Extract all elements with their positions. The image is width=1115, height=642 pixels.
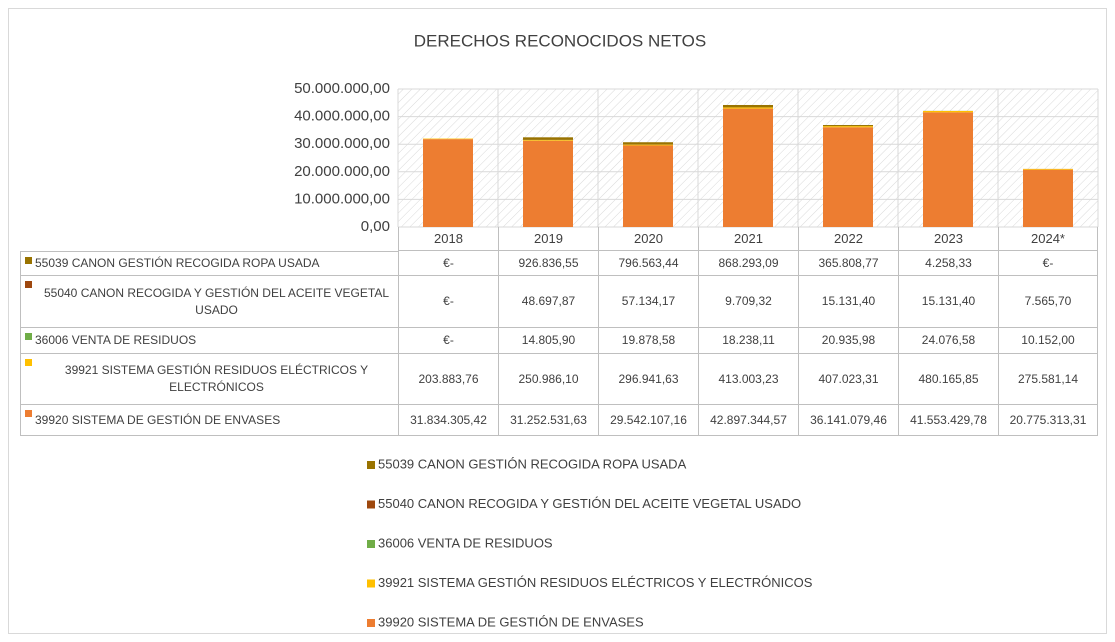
bar-segment [423, 138, 473, 140]
table-cell: 15.131,40 [898, 276, 998, 328]
bar-segment [823, 127, 873, 227]
legend-label: 55039 CANON GESTIÓN RECOGIDA ROPA USADA [378, 456, 687, 471]
y-tick-label: 20.000.000,00 [294, 163, 390, 180]
bar-segment [623, 144, 673, 146]
legend-swatch [25, 281, 32, 288]
table-cell: 20.775.313,31 [998, 405, 1098, 436]
legend-swatch [367, 619, 375, 627]
table-cell: 275.581,14 [998, 354, 1098, 405]
bar-segment [523, 140, 573, 227]
legend-label: 36006 VENTA DE RESIDUOS [378, 535, 553, 550]
table-cell: €- [998, 251, 1098, 276]
legend-label: 39920 SISTEMA DE GESTIÓN DE ENVASES [378, 614, 644, 629]
table-cell: 14.805,90 [498, 328, 598, 354]
table-cell: 19.878,58 [598, 328, 698, 354]
legend-swatch [25, 333, 32, 340]
bar-segment [723, 104, 773, 108]
table-cell: 868.293,09 [698, 251, 798, 276]
table-row-label: 36006 VENTA DE RESIDUOS [20, 328, 398, 354]
table-cell: 36.141.079,46 [798, 405, 898, 436]
y-tick-label: 40.000.000,00 [294, 108, 390, 125]
legend-swatch [367, 461, 375, 469]
bar-segment [723, 107, 773, 109]
table-header-cell: 2023 [898, 227, 998, 251]
table-header-cell: 2020 [598, 227, 698, 251]
table-cell: 407.023,31 [798, 354, 898, 405]
bar-segment [523, 137, 573, 140]
table-cell: 18.238,11 [698, 328, 798, 354]
table-row-label: 39921 SISTEMA GESTIÓN RESIDUOS ELÉCTRICO… [20, 354, 398, 405]
table-cell: €- [398, 328, 498, 354]
legend-swatch [25, 410, 32, 417]
table-cell: 57.134,17 [598, 276, 698, 328]
table-cell: 29.542.107,16 [598, 405, 698, 436]
bar-segment [623, 145, 673, 227]
table-header-cell: 2018 [398, 227, 498, 251]
table-cell: 42.897.344,57 [698, 405, 798, 436]
table-cell: 413.003,23 [698, 354, 798, 405]
table-cell: €- [398, 251, 498, 276]
table-cell: 250.986,10 [498, 354, 598, 405]
bar-segment [923, 112, 973, 227]
bar-segment [1023, 169, 1073, 227]
y-tick-label: 10.000.000,00 [294, 190, 390, 207]
table-row-label-text: 36006 VENTA DE RESIDUOS [35, 333, 197, 347]
legend-swatch [367, 579, 375, 588]
table-cell: 48.697,87 [498, 276, 598, 328]
table-row-label-text: 39921 SISTEMA GESTIÓN RESIDUOS ELÉCTRICO… [64, 363, 369, 394]
bar-segment [423, 139, 473, 227]
table-row-label: 39920 SISTEMA DE GESTIÓN DE ENVASES [20, 405, 398, 436]
table-cell: 41.553.429,78 [898, 405, 998, 436]
legend-label: 55040 CANON RECOGIDA Y GESTIÓN DEL ACEIT… [378, 496, 801, 511]
table-cell: 796.563,44 [598, 251, 698, 276]
table-header-cell: 2019 [498, 227, 598, 251]
table-cell: 203.883,76 [398, 354, 498, 405]
table-cell: 9.709,32 [698, 276, 798, 328]
table-cell: 296.941,63 [598, 354, 698, 405]
table-row-label: 55039 CANON GESTIÓN RECOGIDA ROPA USADA [20, 251, 398, 276]
table-cell: 480.165,85 [898, 354, 998, 405]
legend-swatch [25, 257, 32, 264]
table-cell: 20.935,98 [798, 328, 898, 354]
y-tick-label: 30.000.000,00 [294, 135, 390, 152]
bar-segment [723, 108, 773, 227]
table-cell: 15.131,40 [798, 276, 898, 328]
table-cell: 7.565,70 [998, 276, 1098, 328]
table-cell: 4.258,33 [898, 251, 998, 276]
table-row-label-text: 39920 SISTEMA DE GESTIÓN DE ENVASES [35, 412, 281, 427]
table-cell: 10.152,00 [998, 328, 1098, 354]
legend-swatch [367, 540, 375, 548]
bar-segment [1023, 168, 1073, 170]
table-cell: 24.076,58 [898, 328, 998, 354]
table-header-cell: 2021 [698, 227, 798, 251]
legend-swatch [25, 359, 32, 366]
table-cell: 31.252.531,63 [498, 405, 598, 436]
y-tick-label: 0,00 [361, 218, 390, 235]
table-header-cell: 2022 [798, 227, 898, 251]
table-cell: 31.834.305,42 [398, 405, 498, 436]
bar-segment [923, 110, 973, 113]
table-cell: 926.836,55 [498, 251, 598, 276]
bar-segment [523, 140, 573, 141]
table-cell: 365.808,77 [798, 251, 898, 276]
legend-label: 39921 SISTEMA GESTIÓN RESIDUOS ELÉCTRICO… [378, 575, 813, 590]
bar-segment [823, 125, 873, 127]
y-tick-label: 50.000.000,00 [294, 80, 390, 97]
table-row-label: 55040 CANON RECOGIDA Y GESTIÓN DEL ACEIT… [20, 276, 398, 328]
table-row-label-text: 55040 CANON RECOGIDA Y GESTIÓN DEL ACEIT… [43, 285, 389, 317]
table-cell: €- [398, 276, 498, 328]
chart-title: DERECHOS RECONOCIDOS NETOS [414, 31, 707, 50]
table-row-label-text: 55039 CANON GESTIÓN RECOGIDA ROPA USADA [35, 256, 320, 270]
table-header-cell: 2024* [998, 227, 1098, 251]
bar-segment [823, 126, 873, 128]
bar-segment [623, 142, 673, 145]
legend-swatch [367, 500, 375, 509]
